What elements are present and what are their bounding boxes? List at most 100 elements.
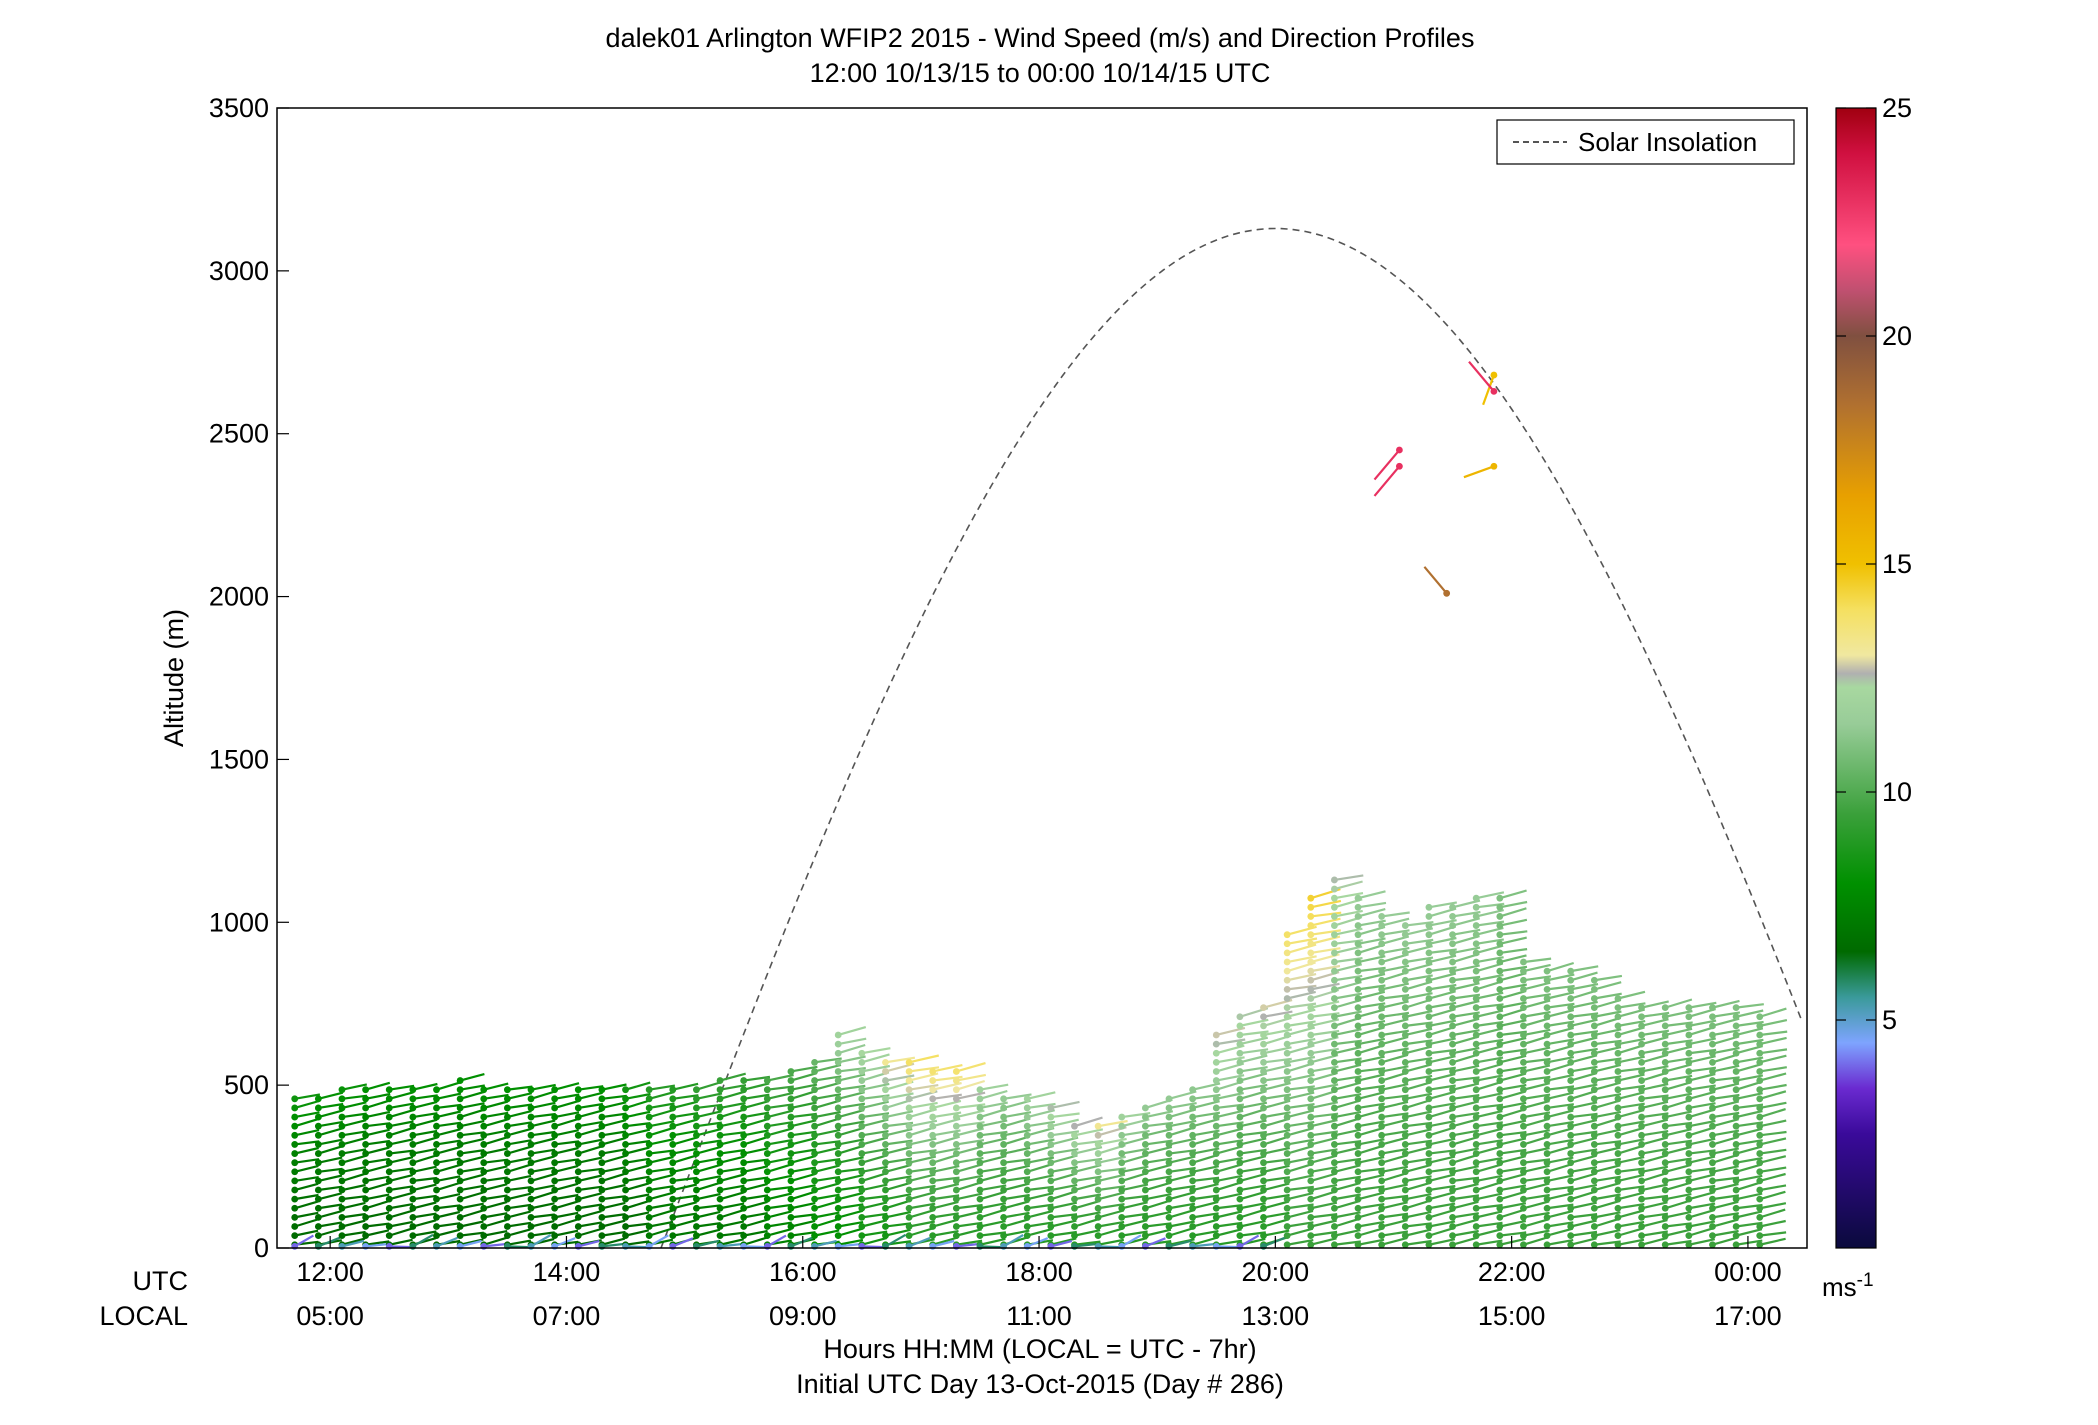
wind-barb-point xyxy=(1378,1104,1386,1112)
wind-barb xyxy=(1614,1173,1645,1185)
wind-barb xyxy=(1212,1127,1244,1139)
wind-barb xyxy=(1638,1047,1669,1057)
x-tick-label-local: 15:00 xyxy=(1478,1301,1546,1331)
wind-barb-shaft xyxy=(837,1026,867,1037)
wind-barb-shaft xyxy=(837,1209,863,1219)
wind-barb-point xyxy=(1520,976,1527,984)
wind-barb-point xyxy=(787,1159,795,1167)
wind-barb xyxy=(1496,1090,1527,1103)
wind-barb-shaft xyxy=(790,1190,816,1201)
wind-barb-shaft xyxy=(1215,1181,1242,1192)
wind-barb-point xyxy=(1756,1022,1764,1030)
wind-barb-point xyxy=(905,1058,913,1066)
wind-barb-point xyxy=(1709,1068,1716,1075)
wind-barb-shaft xyxy=(1641,1183,1668,1192)
wind-barb xyxy=(669,1094,699,1103)
wind-barb xyxy=(740,1218,768,1230)
wind-barb-shaft xyxy=(861,1219,888,1228)
colorbar-tick-label: 15 xyxy=(1882,549,1912,579)
wind-barb-point xyxy=(763,1159,771,1167)
wind-barb-shaft xyxy=(1735,1092,1763,1100)
wind-barb-point xyxy=(1401,1195,1409,1203)
wind-barb xyxy=(1023,1156,1055,1167)
wind-barb-point xyxy=(1401,1186,1409,1194)
wind-barb-shaft xyxy=(672,1165,698,1173)
wind-barb-point xyxy=(929,1232,937,1240)
wind-barb-point xyxy=(858,1223,866,1230)
wind-barb xyxy=(1378,1018,1409,1030)
wind-barb-shaft xyxy=(1476,1139,1503,1146)
wind-barb-point xyxy=(1472,1131,1480,1139)
wind-barb-shaft xyxy=(1381,1130,1409,1137)
wind-barb-point xyxy=(551,1086,559,1094)
wind-barb-point xyxy=(693,1223,700,1230)
wind-barb xyxy=(1756,1007,1787,1021)
wind-barb-point xyxy=(1378,1150,1386,1157)
wind-barb-shaft xyxy=(932,1239,955,1248)
wind-barb-point xyxy=(291,1141,299,1148)
wind-barb-point xyxy=(1236,1168,1244,1176)
wind-barb-shaft xyxy=(1050,1165,1078,1173)
wind-barb xyxy=(1638,1219,1668,1230)
wind-barb-point xyxy=(1071,1168,1078,1176)
wind-barb-point xyxy=(858,1122,866,1130)
wind-barb-shaft xyxy=(1192,1218,1219,1228)
wind-barb-point xyxy=(1283,1040,1291,1048)
wind-barb-shaft xyxy=(719,1090,746,1100)
wind-barb xyxy=(1756,1019,1788,1030)
wind-barb-point xyxy=(1189,1113,1197,1121)
wind-barb xyxy=(740,1075,771,1084)
wind-barb xyxy=(929,1194,960,1203)
wind-barb-shaft xyxy=(1428,1126,1455,1137)
wind-barb xyxy=(1165,1209,1195,1221)
wind-barb-shaft xyxy=(341,1119,367,1128)
wind-barb-shaft xyxy=(530,1202,555,1210)
wind-barb xyxy=(905,1137,937,1148)
wind-barb-shaft xyxy=(389,1167,414,1173)
wind-barb-shaft xyxy=(1286,1109,1315,1119)
wind-barb-shaft xyxy=(1286,973,1317,982)
wind-barb-shaft xyxy=(1357,1209,1384,1219)
wind-barb xyxy=(480,1176,508,1185)
wind-barb-shaft xyxy=(1145,1163,1172,1173)
wind-barb-point xyxy=(1283,1031,1291,1039)
wind-barb-point xyxy=(1661,1186,1669,1194)
wind-barb xyxy=(1590,1128,1621,1139)
wind-barb-shaft xyxy=(601,1083,627,1091)
wind-barb-shaft xyxy=(577,1227,602,1237)
wind-barb xyxy=(1260,1028,1293,1039)
wind-barb xyxy=(1378,1118,1409,1130)
wind-barb-point xyxy=(1543,1195,1551,1203)
wind-barb-shaft xyxy=(1594,1028,1622,1037)
wind-barb-shaft xyxy=(1145,1228,1172,1237)
wind-barb-point xyxy=(1496,1177,1504,1185)
wind-barb-shaft xyxy=(1735,1003,1764,1009)
wind-barb-shaft xyxy=(1499,1072,1527,1082)
wind-barb-shaft xyxy=(1357,1002,1386,1009)
wind-barb-point xyxy=(716,1104,724,1112)
wind-barb xyxy=(858,1242,884,1250)
wind-barb-point xyxy=(1401,949,1409,957)
wind-barb-shaft xyxy=(861,1053,890,1064)
wind-barb-shaft xyxy=(1404,1199,1432,1210)
wind-barb-point xyxy=(952,1195,960,1203)
wind-barb-point xyxy=(1732,1086,1740,1094)
wind-barb-shaft xyxy=(908,1084,939,1091)
wind-barb xyxy=(905,1202,936,1212)
wind-barb-shaft xyxy=(1594,1199,1621,1210)
wind-barb-shaft xyxy=(1688,1226,1715,1237)
wind-barb xyxy=(1661,1057,1693,1066)
wind-barb xyxy=(503,1163,531,1176)
wind-barb-shaft xyxy=(1475,1045,1503,1055)
wind-barb-point xyxy=(976,1242,984,1250)
wind-barb-point xyxy=(1000,1131,1008,1139)
wind-barb xyxy=(1141,1157,1173,1167)
wind-barb xyxy=(1354,937,1386,948)
wind-barb-shaft xyxy=(1641,1172,1668,1182)
wind-barb-point xyxy=(1283,1213,1291,1221)
wind-barb xyxy=(858,1172,888,1185)
wind-barb-point xyxy=(1543,1058,1551,1066)
wind-barb-point xyxy=(291,1113,299,1121)
wind-barb-point xyxy=(1614,1013,1622,1021)
wind-barb-shaft xyxy=(1239,1137,1267,1146)
